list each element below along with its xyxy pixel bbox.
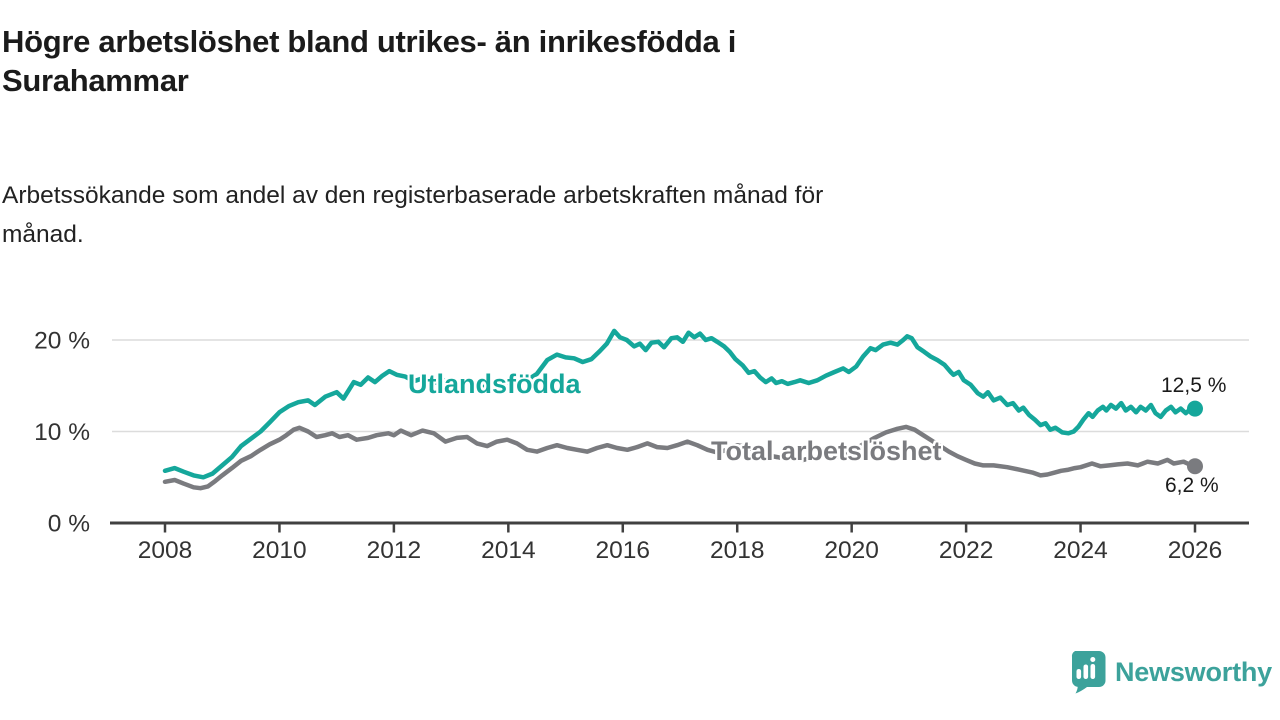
end-value-label-total: 6,2 % bbox=[1165, 474, 1219, 497]
series-label-utlandsfodda: Utlandsfödda bbox=[408, 369, 581, 399]
x-tick-label: 2008 bbox=[138, 537, 193, 564]
subtitle-line-1: Arbetssökande som andel av den registerb… bbox=[2, 182, 824, 209]
page-subtitle: Arbetssökande som andel av den registerb… bbox=[2, 176, 1182, 254]
logo-bar-2 bbox=[1083, 664, 1089, 679]
x-tick-label: 2014 bbox=[481, 537, 536, 564]
end-value-label-utlandsfodda: 12,5 % bbox=[1161, 374, 1227, 397]
series-end-dot-1 bbox=[1186, 458, 1203, 475]
x-tick-label: 2010 bbox=[252, 537, 307, 564]
logo-exclamation-dot bbox=[1090, 657, 1096, 662]
x-tick-label: 2024 bbox=[1053, 537, 1108, 564]
x-tick-label: 2016 bbox=[596, 537, 651, 564]
newsworthy-logo: Newsworthy bbox=[1068, 650, 1272, 694]
series-line-1 bbox=[162, 424, 1198, 491]
x-tick-label: 2022 bbox=[939, 537, 994, 564]
series-line-0 bbox=[162, 328, 1198, 480]
y-tick-label: 0 % bbox=[48, 511, 90, 538]
series-end-dot-0 bbox=[1186, 400, 1203, 417]
x-tick-label: 2020 bbox=[824, 537, 879, 564]
subtitle-line-2: månad. bbox=[2, 221, 84, 248]
x-tick-label: 2026 bbox=[1168, 537, 1223, 564]
x-tick-label: 2012 bbox=[367, 537, 422, 564]
logo-bar-3 bbox=[1090, 664, 1096, 679]
page-title: Högre arbetslöshet bland utrikes- än inr… bbox=[2, 22, 1182, 100]
y-tick-label: 20 % bbox=[34, 328, 90, 355]
newsworthy-logo-text: Newsworthy bbox=[1114, 656, 1272, 687]
logo-bubble bbox=[1071, 651, 1106, 694]
x-tick-label: 2018 bbox=[710, 537, 765, 564]
title-line-2: Surahammar bbox=[2, 63, 189, 98]
y-tick-label: 10 % bbox=[34, 419, 90, 446]
series-label-total-arbetsloshet: Total arbetslöshet bbox=[711, 436, 942, 466]
newsworthy-logo-icon bbox=[1071, 651, 1106, 694]
title-line-1: Högre arbetslöshet bland utrikes- än inr… bbox=[2, 24, 737, 59]
logo-bar-1 bbox=[1076, 669, 1082, 679]
